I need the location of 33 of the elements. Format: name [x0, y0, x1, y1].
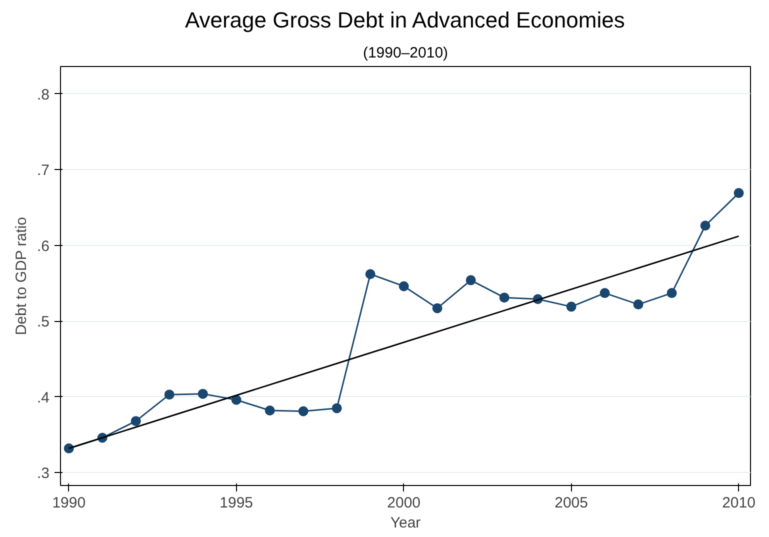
- point: [633, 299, 644, 310]
- x-tick-label: 1990: [52, 494, 86, 512]
- point: [432, 303, 442, 314]
- chart-subtitle: (1990–2010): [362, 44, 448, 62]
- point: [734, 188, 744, 198]
- x-tick-label: 1995: [220, 494, 254, 512]
- point: [398, 281, 409, 292]
- point: [264, 406, 275, 416]
- point: [499, 292, 510, 303]
- point: [566, 302, 576, 312]
- y-tick-label: .4: [36, 389, 50, 406]
- y-tick-label: .3: [36, 465, 50, 482]
- point: [231, 394, 242, 405]
- point: [365, 269, 376, 280]
- point: [600, 288, 610, 298]
- point: [332, 403, 342, 414]
- x-tick-label: 2000: [387, 494, 421, 512]
- x-axis-title: Year: [390, 514, 421, 532]
- point: [466, 275, 476, 286]
- chart-title: Average Gross Debt in Advanced Economies: [184, 8, 625, 32]
- point: [666, 288, 677, 298]
- y-tick-label: .5: [36, 314, 50, 331]
- point: [700, 220, 710, 231]
- x-tick-label: 2005: [554, 494, 588, 512]
- point: [164, 390, 174, 400]
- x-tick-label: 2010: [722, 494, 756, 512]
- point: [298, 406, 308, 416]
- y-tick-label: .7: [36, 162, 50, 180]
- point: [198, 388, 208, 399]
- y-axis-title: Debt to GDP ratio: [12, 217, 30, 336]
- y-tick-label: .8: [36, 86, 50, 104]
- point: [130, 416, 141, 426]
- y-tick-label: .6: [36, 238, 50, 255]
